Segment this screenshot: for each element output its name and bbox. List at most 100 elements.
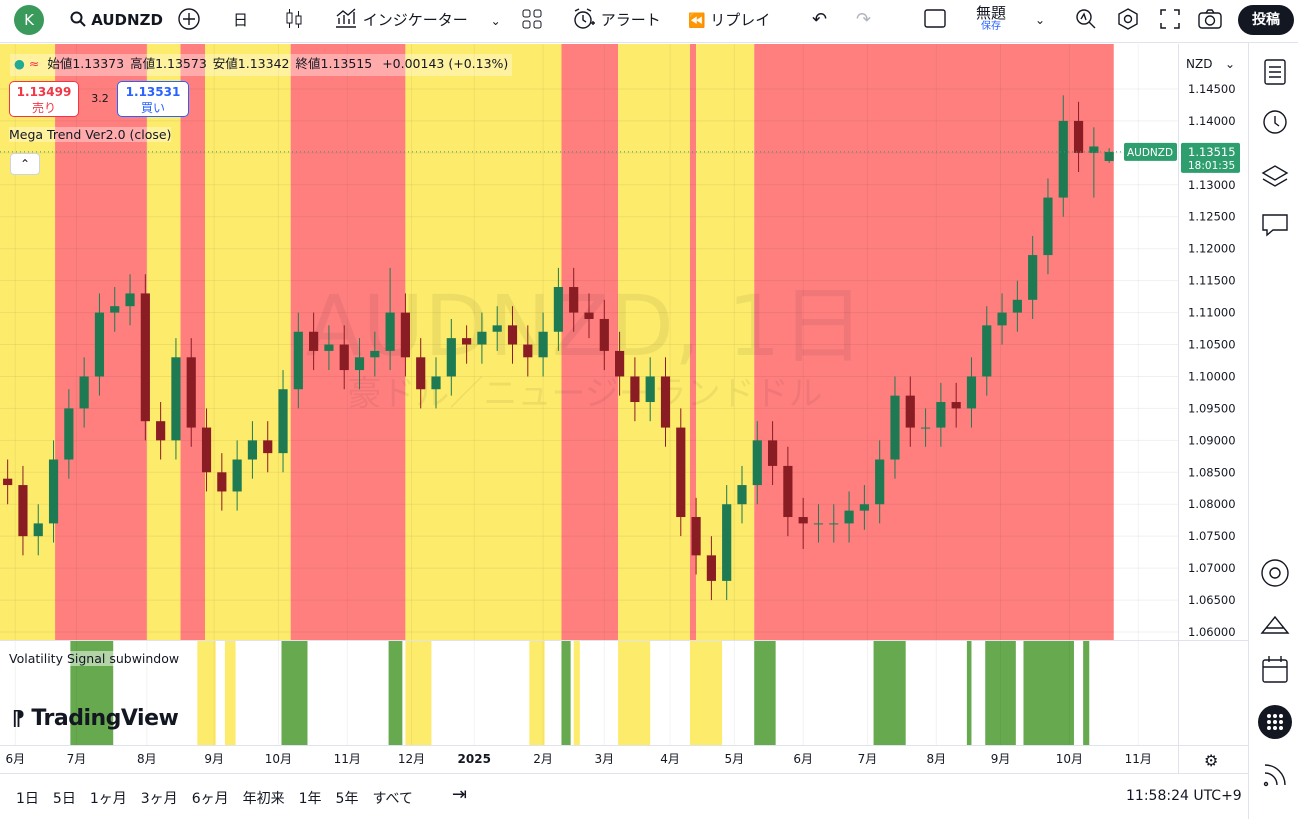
signal-band	[873, 641, 906, 745]
signal-band	[573, 641, 580, 745]
layout-title: 無題	[976, 4, 1007, 22]
candle-body	[247, 440, 258, 460]
replay-button[interactable]: ⏪ リプレイ	[688, 11, 771, 29]
layers-icon[interactable]	[1261, 165, 1289, 187]
ohlc-label: 高値	[130, 56, 156, 71]
candle-body	[875, 459, 885, 505]
indicators-button[interactable]: インジケーター ⌄	[334, 0, 501, 42]
candle-body	[767, 440, 778, 466]
alert-button[interactable]: アラート	[572, 0, 661, 42]
goto-date[interactable]: ⇥	[452, 784, 468, 805]
fullscreen-button[interactable]	[1160, 0, 1180, 42]
candle-body	[584, 312, 594, 319]
axis-settings[interactable]: ⚙	[1204, 751, 1219, 770]
collapse-button[interactable]: ⌃	[10, 153, 40, 175]
x-tick-label: 6月	[5, 752, 25, 766]
range-button[interactable]: 年初来	[242, 791, 285, 807]
x-tick-label: 5月	[725, 752, 745, 766]
sell-price: 1.13499	[16, 85, 72, 99]
range-button[interactable]: すべて	[372, 791, 413, 807]
square-icon	[924, 9, 946, 28]
quick-search[interactable]	[1075, 0, 1097, 42]
candle-body	[798, 517, 808, 524]
x-tick-label: 9月	[991, 752, 1011, 766]
layout-name[interactable]: 無題 保存	[976, 6, 1006, 48]
candle-body	[1012, 299, 1022, 313]
y-tick-label: 1.08000	[1188, 497, 1236, 511]
range-button[interactable]: 5日	[52, 791, 76, 807]
candle-body	[997, 312, 1007, 326]
camera-icon	[1198, 9, 1222, 29]
ohlc-label: 終値	[295, 56, 321, 71]
buy-label: 買い	[140, 101, 165, 115]
price-tag	[1181, 142, 1240, 173]
range-button[interactable]: 1日	[16, 791, 39, 807]
snapshot-button[interactable]	[1198, 0, 1222, 42]
candle-body	[400, 312, 411, 358]
signal-band	[281, 641, 308, 745]
sell-button[interactable]: 1.13499 売り	[9, 81, 79, 117]
candle-body	[201, 427, 212, 473]
indicators-label: インジケーター	[362, 11, 468, 29]
stream-icon[interactable]	[1264, 764, 1286, 786]
layout-menu[interactable]: ⌄	[1035, 13, 1046, 27]
trend-band	[180, 44, 206, 640]
candle-body	[370, 350, 380, 358]
candle-body	[615, 350, 625, 377]
candle-body	[171, 357, 181, 441]
watchlist-icon[interactable]	[1264, 59, 1286, 85]
range-buttons: 1日 5日 1ヶ月 3ヶ月 6ヶ月 年初来 1年 5年 すべて	[16, 788, 427, 808]
buy-button[interactable]: 1.13531 買い	[117, 81, 189, 117]
watermark-title: AUDNZD, 1日	[305, 277, 865, 375]
range-button[interactable]: 1年	[298, 791, 322, 807]
y-tick-label: 1.09000	[1188, 433, 1236, 447]
x-tick-label: 3月	[594, 752, 614, 766]
settings-button[interactable]	[1117, 0, 1139, 42]
candle-body	[278, 389, 288, 454]
top-toolbar: K AUDNZD 日 インジケーター ⌄ アラート ⏪ リプレイ ↶ ↷ 無題 …	[0, 0, 1298, 43]
spread: 3.2	[91, 92, 109, 105]
range-button[interactable]: 1ヶ月	[89, 791, 127, 807]
signal-band	[618, 641, 651, 745]
y-tick-label: 1.14500	[1188, 82, 1236, 96]
calendar-icon[interactable]	[1262, 659, 1288, 683]
range-button[interactable]: 6ヶ月	[191, 791, 229, 807]
alerts-icon[interactable]	[1263, 110, 1287, 134]
symbol: AUDNZD	[91, 11, 163, 29]
interval[interactable]: 日	[233, 11, 249, 29]
candle-body	[446, 338, 456, 377]
y-tick-label: 1.06500	[1188, 593, 1236, 607]
candle-body	[217, 472, 227, 492]
range-button[interactable]: 5年	[335, 791, 359, 807]
bottom-bar: 1日 5日 1ヶ月 3ヶ月 6ヶ月 年初来 1年 5年 すべて ⇥ 11:58:24 UTC+9	[0, 773, 1248, 820]
undo-button[interactable]: ↶	[812, 9, 828, 30]
chart-type-button[interactable]	[284, 0, 304, 42]
trend-band	[205, 44, 291, 640]
redo-button[interactable]: ↷	[856, 9, 872, 30]
avatar[interactable]: K	[14, 5, 44, 35]
templates-button[interactable]	[522, 0, 542, 42]
x-tick-label: 11月	[1125, 752, 1152, 766]
chat-icon[interactable]	[1262, 214, 1288, 237]
range-button[interactable]: 3ヶ月	[140, 791, 178, 807]
signal-band	[754, 641, 776, 745]
signal-band	[224, 641, 236, 745]
x-tick-label: 8月	[926, 752, 946, 766]
gauge-icon[interactable]	[1261, 559, 1289, 587]
candle-body	[936, 402, 946, 428]
sidebar-icons	[1258, 59, 1292, 787]
fullscreen-icon	[1160, 9, 1180, 29]
buy-price: 1.13531	[125, 85, 181, 99]
ideas-icon[interactable]	[1260, 615, 1290, 634]
ohlc-value: 1.13342	[237, 56, 290, 71]
y-tick-label: 1.11500	[1188, 274, 1236, 288]
currency-menu[interactable]: NZD ⌄	[1181, 52, 1241, 76]
symbol-search[interactable]: AUDNZD	[70, 0, 163, 42]
compare-button[interactable]	[177, 0, 201, 42]
signal-band	[388, 641, 403, 745]
x-tick-label: 10月	[265, 752, 292, 766]
layout-button[interactable]	[924, 0, 946, 42]
publish-button[interactable]: 投稿	[1238, 5, 1294, 35]
signal-band	[197, 641, 216, 745]
